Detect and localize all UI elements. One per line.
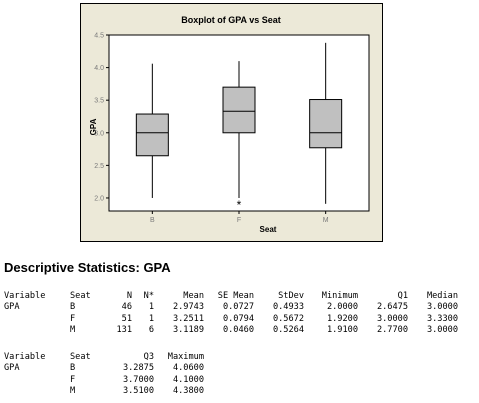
boxplot-svg: Boxplot of GPA vs Seat Seat GPA 2.02.53.…	[80, 3, 383, 242]
table-cell: 0.5672	[254, 314, 304, 325]
table-cell: Seat	[70, 291, 104, 302]
table-cell: 2.9743	[154, 302, 204, 313]
table-cell: SE Mean	[204, 291, 254, 302]
table-cell: F	[70, 375, 104, 386]
table-cell: 1.9200	[304, 314, 358, 325]
table-cell: 3.3300	[408, 314, 458, 325]
table-cell: 3.2875	[104, 363, 154, 374]
table-cell: 4.3800	[154, 386, 204, 397]
table-cell: Variable	[4, 291, 70, 302]
table-cell: F	[70, 314, 104, 325]
table-cell: 0.0794	[204, 314, 254, 325]
table-cell: Minimum	[304, 291, 358, 302]
table-cell: 3.1189	[154, 325, 204, 336]
table-cell: Maximum	[154, 352, 204, 363]
y-tick-label: 4.5	[94, 33, 104, 40]
table-cell: 131	[104, 325, 132, 336]
table-cell: B	[70, 302, 104, 313]
iqr-box	[310, 100, 342, 148]
table-cell: 0.4933	[254, 302, 304, 313]
table-cell: 3.0000	[408, 325, 458, 336]
x-axis-label: Seat	[260, 225, 277, 234]
table-cell	[4, 386, 70, 397]
table-cell: 0.0460	[204, 325, 254, 336]
table-cell: 3.5100	[104, 386, 154, 397]
y-tick-label: 3.0	[94, 130, 104, 137]
table-cell: 6	[132, 325, 154, 336]
outlier-marker: *	[237, 198, 242, 212]
y-tick-label: 2.0	[94, 195, 104, 202]
table-cell: B	[70, 363, 104, 374]
stats-heading: Descriptive Statistics: GPA	[4, 260, 171, 275]
table-cell: 3.7000	[104, 375, 154, 386]
table-cell: 3.0000	[408, 302, 458, 313]
x-tick-label: M	[323, 217, 329, 224]
table-cell: Variable	[4, 352, 70, 363]
table-cell: M	[70, 325, 104, 336]
quartile-stats-table: Variable Seat Q3 Maximum GPA B 3.2875 4.0600 F 3.…	[4, 352, 204, 398]
table-row: GPA B 3.2875 4.0600	[4, 363, 204, 374]
table-cell: 3.2511	[154, 314, 204, 325]
table-cell: 51	[104, 314, 132, 325]
boxplot-chart: Boxplot of GPA vs Seat Seat GPA 2.0 2.5 3.…	[80, 3, 383, 242]
x-tick-label: F	[237, 217, 241, 224]
table-cell: Mean	[154, 291, 204, 302]
y-tick-label: 3.5	[94, 98, 104, 105]
table-row: F 51 1 3.2511 0.0794 0.5672 1.9200 3.0000 3.3300	[4, 314, 458, 325]
table-cell	[4, 314, 70, 325]
table-cell: 2.0000	[304, 302, 358, 313]
table-cell	[4, 325, 70, 336]
table-row: M 131 6 3.1189 0.0460 0.5264 1.9100 2.7700 3.000…	[4, 325, 458, 336]
table-row: M 3.5100 4.3800	[4, 386, 204, 397]
table-cell: 46	[104, 302, 132, 313]
table-cell: 3.0000	[358, 314, 408, 325]
table-cell: Q3	[104, 352, 154, 363]
iqr-box	[136, 114, 168, 156]
table-cell: Median	[408, 291, 458, 302]
x-tick-label: B	[150, 217, 155, 224]
descriptive-stats-table: Variable Seat N N* Mean SE Mean StDev Minimum Q1…	[4, 291, 458, 337]
table-header-row: Variable Seat N N* Mean SE Mean StDev Minimum Q1…	[4, 291, 458, 302]
table-cell: 2.6475	[358, 302, 408, 313]
table-cell: 0.5264	[254, 325, 304, 336]
chart-title: Boxplot of GPA vs Seat	[181, 15, 281, 25]
table-cell: GPA	[4, 363, 70, 374]
table-cell: 0.0727	[204, 302, 254, 313]
table-cell: N	[104, 291, 132, 302]
table-cell	[4, 375, 70, 386]
table-cell: 4.1000	[154, 375, 204, 386]
table-cell: Seat	[70, 352, 104, 363]
table-cell: 1	[132, 314, 154, 325]
table-cell: 1	[132, 302, 154, 313]
table-cell: 2.7700	[358, 325, 408, 336]
y-tick-label: 2.5	[94, 163, 104, 170]
table-row: F 3.7000 4.1000	[4, 375, 204, 386]
table-cell: 4.0600	[154, 363, 204, 374]
table-cell: GPA	[4, 302, 70, 313]
table-cell: 1.9100	[304, 325, 358, 336]
table-cell: StDev	[254, 291, 304, 302]
iqr-box	[223, 87, 255, 133]
table-cell: Q1	[358, 291, 408, 302]
y-tick-label: 4.0	[94, 65, 104, 72]
table-cell: N*	[132, 291, 154, 302]
table-header-row: Variable Seat Q3 Maximum	[4, 352, 204, 363]
table-cell: M	[70, 386, 104, 397]
table-row: GPA B 46 1 2.9743 0.0727 0.4933 2.0000 2.6475 3.0…	[4, 302, 458, 313]
